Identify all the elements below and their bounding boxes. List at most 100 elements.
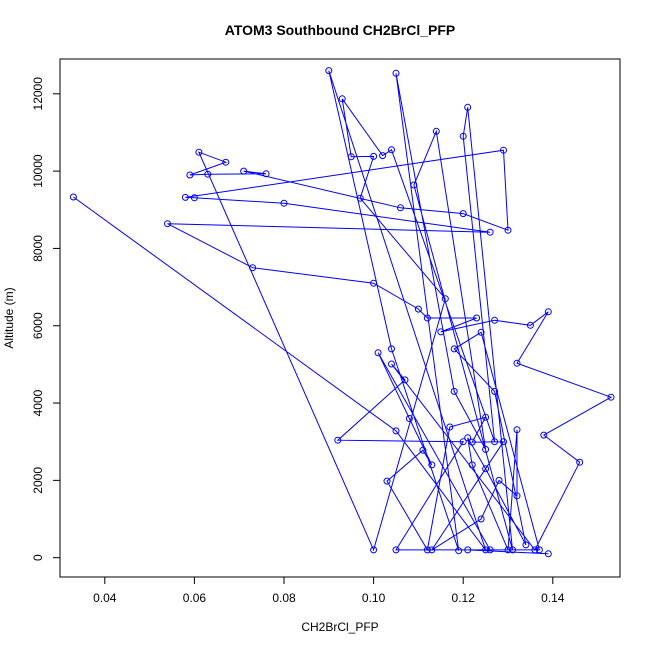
data-point [607, 393, 615, 401]
plot-frame [59, 58, 621, 578]
data-point [388, 345, 395, 353]
y-tick-label: 0 [31, 554, 45, 561]
data-point [446, 423, 454, 431]
data-point [374, 349, 382, 357]
data-point [222, 158, 230, 166]
y-tick-label: 12000 [31, 77, 45, 111]
data-point [204, 170, 212, 178]
y-axis-label: Altitude (m) [2, 287, 16, 348]
data-point [423, 314, 431, 322]
data-point [325, 67, 333, 75]
data-point [195, 148, 203, 156]
data-point [464, 434, 472, 442]
data-point [526, 321, 534, 329]
x-tick-label: 0.06 [183, 591, 207, 605]
data-point [477, 515, 485, 523]
y-tick-label: 2000 [31, 467, 45, 494]
data-point [491, 316, 499, 324]
data-point [370, 546, 378, 554]
data-point [423, 546, 431, 554]
data-point [441, 295, 449, 303]
x-tick-label: 0.12 [452, 591, 476, 605]
data-point [459, 438, 467, 446]
data-point [338, 95, 346, 103]
data-point [334, 436, 342, 444]
data-point [356, 194, 364, 202]
data-point [513, 359, 521, 367]
data-point [464, 546, 472, 554]
data-point [544, 550, 552, 558]
data-point [249, 264, 257, 272]
data-point [576, 458, 584, 466]
data-point [190, 194, 198, 202]
data-point [477, 328, 485, 336]
y-axis: 0 2000 4000 6000 8000 10000 12000 [31, 77, 61, 561]
data-point [455, 547, 463, 555]
data-point [459, 210, 467, 218]
data-point [392, 69, 400, 77]
data-point [500, 438, 507, 446]
data-point [459, 132, 467, 140]
data-point [509, 546, 516, 554]
data-point [482, 413, 490, 421]
x-tick-label: 0.10 [362, 591, 386, 605]
data-point [414, 305, 422, 313]
data-point [482, 546, 490, 554]
data-point [186, 171, 194, 179]
x-tick-label: 0.14 [541, 591, 565, 605]
data-point [379, 152, 387, 160]
y-tick-label: 8000 [31, 235, 45, 262]
data-point [392, 427, 400, 435]
data-point [428, 546, 436, 554]
data-point [401, 376, 409, 384]
data-point [450, 345, 458, 353]
data-point [240, 167, 248, 175]
data-point [405, 415, 413, 422]
data-point [450, 387, 458, 395]
data-point [437, 328, 445, 336]
x-axis-label: CH2BrCl_PFP [301, 620, 378, 634]
data-point [486, 546, 494, 554]
data-point [388, 360, 395, 368]
y-tick-label: 6000 [31, 312, 45, 339]
data-point [486, 228, 494, 236]
data-point [491, 387, 499, 395]
data-point [262, 170, 270, 178]
data-point [482, 465, 490, 473]
data-point [544, 308, 552, 316]
data-point [535, 546, 543, 554]
data-point [370, 152, 378, 160]
data-point [428, 461, 436, 469]
series-layer [69, 67, 615, 558]
y-tick-label: 10000 [31, 154, 45, 188]
data-point [482, 445, 490, 453]
chart-title: ATOM3 Southbound CH2BrCl_PFP [225, 22, 455, 38]
data-point [531, 546, 539, 554]
data-point [432, 127, 440, 135]
x-tick-label: 0.08 [272, 591, 296, 605]
data-point [504, 226, 512, 234]
data-point [383, 477, 391, 485]
data-point [473, 314, 481, 322]
data-point [513, 492, 521, 500]
series-line [73, 70, 613, 555]
data-point [513, 426, 521, 434]
data-point [410, 181, 418, 189]
data-point [504, 546, 512, 554]
data-point [392, 546, 400, 554]
y-tick-label: 4000 [31, 389, 45, 416]
data-point [388, 146, 395, 154]
data-point [419, 446, 427, 454]
data-point [500, 146, 507, 154]
data-point [69, 193, 77, 201]
data-point [181, 193, 189, 201]
x-tick-label: 0.04 [93, 591, 117, 605]
data-point [495, 476, 503, 484]
data-point [468, 461, 476, 469]
data-point [347, 153, 355, 161]
data-point [491, 438, 499, 446]
data-point [164, 220, 171, 228]
data-point [522, 541, 530, 549]
